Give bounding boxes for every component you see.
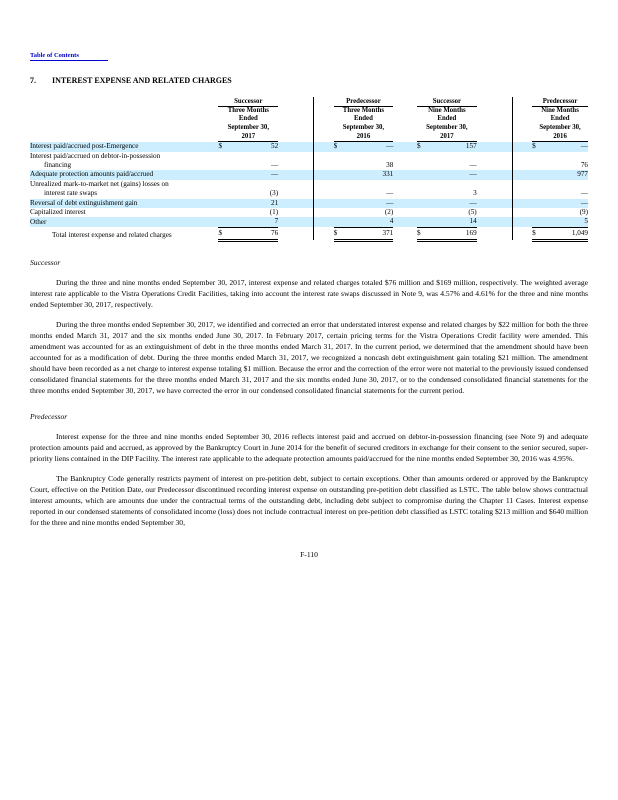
section-heading: 7. INTEREST EXPENSE AND RELATED CHARGES bbox=[30, 76, 588, 85]
cell-value: $ bbox=[218, 226, 233, 242]
cell-value: 21 bbox=[232, 198, 279, 209]
column-header: Successor Three Months Ended September 3… bbox=[218, 97, 279, 143]
predecessor-heading: Predecessor bbox=[30, 411, 68, 421]
cell-value: (2) bbox=[384, 208, 394, 217]
row-label: Unrealized mark-to-market net (gains) lo… bbox=[30, 179, 169, 188]
cell-value: $ bbox=[333, 226, 348, 242]
cell-value: — bbox=[580, 189, 588, 198]
successor-paragraph-1: During the three and nine months ended S… bbox=[30, 277, 588, 309]
interest-expense-table: Successor Three Months Ended September 3… bbox=[30, 97, 588, 242]
cell-value: $ bbox=[532, 226, 547, 242]
cell-value: (5) bbox=[468, 208, 477, 217]
cell-value: 14 bbox=[430, 217, 477, 228]
successor-paragraph-2: During the three months ended September … bbox=[30, 319, 588, 395]
cell-value: 76 bbox=[580, 161, 588, 170]
row-label: Adequate protection amounts paid/accrued bbox=[30, 170, 219, 180]
row-label: Interest paid/accrued post-Emergence bbox=[30, 142, 219, 152]
section-title: INTEREST EXPENSE AND RELATED CHARGES bbox=[52, 76, 232, 85]
cell-value: — bbox=[469, 161, 477, 170]
predecessor-paragraph-1: Interest expense for the three and nine … bbox=[30, 431, 588, 463]
cell-value: 76 bbox=[232, 226, 279, 242]
cell-value: 331 bbox=[347, 170, 394, 180]
table-row: Unrealized mark-to-market net (gains) lo… bbox=[30, 179, 588, 190]
cell-value: 169 bbox=[430, 226, 477, 242]
row-label: Total interest expense and related charg… bbox=[52, 230, 172, 239]
cell-value: 7 bbox=[232, 217, 279, 228]
cell-value: — bbox=[347, 198, 394, 209]
cell-value: 4 bbox=[347, 217, 394, 228]
cell-value: (3) bbox=[269, 189, 279, 198]
cell-value: $ bbox=[218, 142, 233, 152]
cell-value: — bbox=[546, 142, 588, 152]
table-row: Reversal of debt extinguishment gain 21 … bbox=[30, 198, 588, 209]
table-total-row: Total interest expense and related charg… bbox=[30, 226, 588, 242]
row-label: interest rate swaps bbox=[44, 189, 98, 198]
predecessor-paragraph-2: The Bankruptcy Code generally restricts … bbox=[30, 473, 588, 527]
table-row: Adequate protection amounts paid/accrued… bbox=[30, 170, 588, 180]
table-row: interest rate swaps (3) — 3 — bbox=[30, 189, 588, 199]
cell-value: 5 bbox=[546, 217, 588, 228]
cell-value: $ bbox=[417, 142, 431, 152]
cell-value: 1,049 bbox=[546, 226, 588, 242]
cell-value: $ bbox=[417, 226, 431, 242]
cell-value: 157 bbox=[430, 142, 477, 152]
table-of-contents-link[interactable]: Table of Contents bbox=[30, 52, 108, 61]
cell-value: $ bbox=[333, 142, 348, 152]
column-header: Predecessor Three Months Ended September… bbox=[333, 97, 394, 143]
cell-value: — bbox=[270, 161, 279, 170]
section-number: 7. bbox=[30, 76, 36, 85]
cell-value: — bbox=[386, 189, 394, 198]
table-row: Interest paid/accrued on debtor-in-posse… bbox=[30, 151, 588, 162]
table-row: Capitalized interest (1) (2) (5) (9) bbox=[30, 208, 588, 218]
table-row: Other 7 4 14 5 bbox=[30, 217, 588, 228]
row-label: financing bbox=[44, 161, 72, 170]
cell-value: 38 bbox=[386, 161, 394, 170]
table-row: Interest paid/accrued post-Emergence $ 5… bbox=[30, 142, 588, 152]
row-label: Other bbox=[30, 217, 219, 228]
row-label: Interest paid/accrued on debtor-in-posse… bbox=[30, 151, 161, 160]
cell-value: — bbox=[546, 198, 588, 209]
cell-value: (1) bbox=[269, 208, 279, 217]
cell-value: — bbox=[232, 170, 279, 180]
cell-value: — bbox=[347, 142, 394, 152]
cell-value: (9) bbox=[579, 208, 588, 217]
cell-value: — bbox=[430, 170, 477, 180]
cell-value: 3 bbox=[473, 189, 477, 198]
table-header-row: Successor Three Months Ended September 3… bbox=[30, 97, 588, 143]
successor-heading: Successor bbox=[30, 257, 61, 267]
table-row: financing — 38 — 76 bbox=[30, 161, 588, 171]
row-label: Reversal of debt extinguishment gain bbox=[30, 198, 219, 209]
cell-value: 52 bbox=[232, 142, 279, 152]
page-number: F-110 bbox=[300, 549, 318, 559]
cell-value: — bbox=[430, 198, 477, 209]
cell-value: $ bbox=[532, 142, 547, 152]
cell-value: 977 bbox=[546, 170, 588, 180]
row-label: Capitalized interest bbox=[30, 208, 86, 217]
column-header: Predecessor Nine Months Ended September … bbox=[532, 97, 588, 143]
column-header: Successor Nine Months Ended September 30… bbox=[417, 97, 477, 143]
cell-value: 371 bbox=[347, 226, 394, 242]
